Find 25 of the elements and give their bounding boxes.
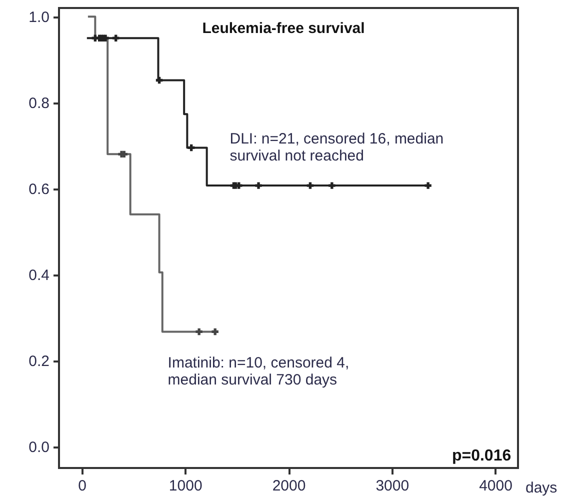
text: Leukemia-free survival — [202, 20, 365, 37]
y-tick-label: 0.6 — [28, 181, 50, 198]
point — [306, 182, 314, 189]
point — [328, 182, 336, 189]
x-tick-label: 1000 — [168, 478, 202, 494]
y-tick-label: 0.2 — [28, 353, 50, 370]
x-tick-label: 3000 — [376, 478, 410, 494]
x-tick-label: 4000 — [479, 478, 512, 494]
y-tick-label: 1.0 — [28, 9, 50, 26]
point — [212, 328, 218, 336]
annotation: DLI: n=21, censored 16, median survival not reached — [230, 130, 444, 165]
point — [424, 182, 432, 189]
annotation: p=0.016 — [452, 447, 512, 464]
point — [196, 328, 202, 336]
point — [255, 182, 262, 189]
point — [156, 76, 163, 84]
y-tick-label: 0.8 — [28, 95, 50, 112]
point — [188, 144, 195, 152]
point — [112, 34, 120, 42]
annotation: Imatinib: n=10, censored 4, median survival 730 days — [168, 354, 350, 389]
x-tick-label: 2000 — [272, 478, 306, 494]
x-tick-label: 0 — [78, 478, 86, 494]
y-tick-label: 0.0 — [28, 439, 50, 456]
x-axis-title: days — [526, 480, 558, 496]
y-tick-label: 0.4 — [28, 267, 50, 284]
